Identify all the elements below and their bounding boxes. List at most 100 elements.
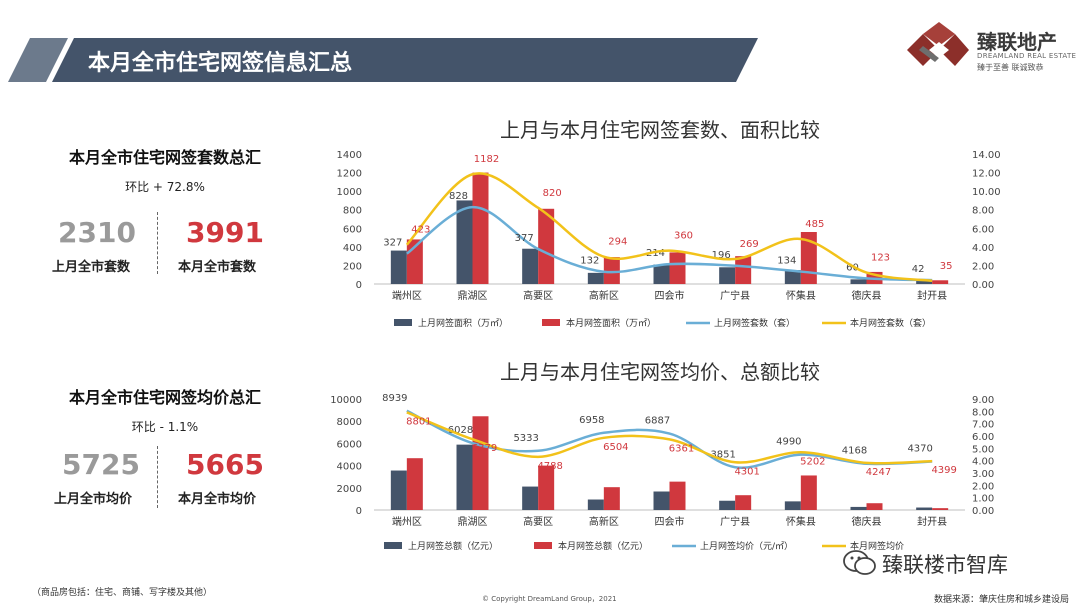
chart1-legend-swatch <box>542 319 560 326</box>
chart1-bar <box>587 272 604 284</box>
chart1-data-label: 1182 <box>474 154 499 165</box>
chart2-right-tick: 0.00 <box>972 506 994 517</box>
chart1-bar <box>456 200 473 284</box>
chart1-legend-swatch <box>394 319 412 326</box>
chart2-bar <box>850 506 867 510</box>
chart1-data-label: 377 <box>515 233 534 244</box>
chart1-bar <box>932 280 949 284</box>
chart2-right-tick: 9.00 <box>972 395 994 406</box>
chart2-category-label: 封开县 <box>917 515 947 528</box>
chart2-left-tick: 8000 <box>337 417 362 428</box>
chart2-bar <box>538 465 555 510</box>
chart1-category-label: 广宁县 <box>720 289 750 302</box>
chart2-category-label: 怀集县 <box>786 515 816 528</box>
chart2-category-label: 德庆县 <box>852 515 882 528</box>
units-panel-title: 本月全市住宅网签套数总汇 <box>68 148 261 167</box>
price-summary-panel: 本月全市住宅网签均价总汇 环比 - 1.1% 5725 上月全市均价 5665 … <box>50 384 280 524</box>
chart1-bar <box>390 250 407 284</box>
chart1-bar <box>472 172 489 284</box>
units-divider <box>157 212 158 274</box>
chart1-bar <box>653 264 670 284</box>
chart2-bar <box>587 499 604 510</box>
chart1-data-label: 828 <box>449 191 468 202</box>
prev-price-label: 上月全市均价 <box>54 492 133 507</box>
prev-units-value: 2310 <box>58 216 136 249</box>
chart2-bar <box>603 487 620 510</box>
chart1-bar <box>719 267 736 284</box>
chart2-legend-label: 本月网签总额（亿元） <box>558 540 648 552</box>
chart1-title: 上月与本月住宅网签套数、面积比较 <box>500 118 820 142</box>
header-bar-shape <box>8 38 758 82</box>
chart2-data-label: 3851 <box>710 449 735 460</box>
chart2-right-tick: 8.00 <box>972 407 994 418</box>
chart2-bar <box>653 491 670 510</box>
header-bar: 本月全市住宅网签信息汇总 <box>8 38 758 82</box>
units-summary-panel: 本月全市住宅网签套数总汇 环比 + 72.8% 2310 上月全市套数 3991… <box>50 144 280 284</box>
company-logo: 臻联地产 DREAMLAND REAL ESTATE 臻于至善 联诚致恭 <box>905 20 1076 80</box>
chart2-data-label: 8939 <box>382 393 407 404</box>
chart1-category-label: 高新区 <box>589 289 619 302</box>
chart1-bar <box>800 232 817 284</box>
chart1-category-label: 高要区 <box>523 289 553 302</box>
chart1-bar <box>538 208 555 284</box>
chart2-bar <box>719 500 736 510</box>
watermark-text: 臻联楼市智库 <box>882 553 1008 577</box>
chart1-bar <box>522 248 539 284</box>
chart2-legend-label: 上月网签均价（元/㎡） <box>700 540 793 552</box>
chart1-category-label: 端州区 <box>392 289 422 302</box>
wechat-icon <box>843 550 876 575</box>
chart1-legend-label: 本月网签面积（万㎡） <box>566 317 656 329</box>
price-panel-title: 本月全市住宅网签均价总汇 <box>68 388 261 407</box>
chart2-bar <box>456 444 473 510</box>
chart1-left-tick: 400 <box>343 243 362 254</box>
chart1-right-tick: 10.00 <box>972 187 1001 198</box>
chart1-bar <box>916 280 933 284</box>
chart1-bar <box>735 256 752 284</box>
chart2-bar <box>669 481 686 510</box>
chart1-data-label: 42 <box>912 264 925 275</box>
chart2-data-label: 4168 <box>842 446 867 457</box>
chart2-data-label: 4399 <box>931 465 956 476</box>
chart1-data-label: 269 <box>740 239 759 250</box>
chart1-left-tick: 1400 <box>337 150 362 161</box>
footer-note: （商品房包括：住宅、商铺、写字楼及其他） <box>32 588 213 598</box>
chart2-right-tick: 1.00 <box>972 494 994 505</box>
chart2-data-label: 6361 <box>669 443 694 454</box>
chart1-series-line <box>405 172 933 282</box>
chart2-right-tick: 3.00 <box>972 469 994 480</box>
chart2-left-tick: 10000 <box>330 395 362 406</box>
chart1-bar <box>603 257 620 284</box>
footer-copyright: © Copyright DreamLand Group，2021 <box>482 595 617 603</box>
chart2-left-tick: 6000 <box>337 439 362 450</box>
chart1-right-tick: 6.00 <box>972 224 994 235</box>
chart2-category-label: 端州区 <box>392 515 422 528</box>
price-ratio: 环比 - 1.1% <box>131 420 199 434</box>
chart1-data-label: 196 <box>712 250 731 261</box>
price-divider <box>157 446 158 508</box>
units-ratio: 环比 + 72.8% <box>125 180 205 194</box>
chart1-data-label: 294 <box>608 237 627 248</box>
chart2-data-label: 6379 <box>472 443 497 454</box>
chart1-data-label: 134 <box>777 256 796 267</box>
chart2-bar <box>916 507 933 510</box>
chart2-legend-swatch <box>534 542 552 549</box>
logo-name: 臻联地产 <box>977 30 1057 54</box>
chart2-data-label: 4990 <box>776 437 801 448</box>
footer-source: 数据来源：肇庆住房和城乡建设局 <box>934 595 1070 605</box>
page-title: 本月全市住宅网签信息汇总 <box>88 51 353 76</box>
chart2-series-line <box>406 411 933 465</box>
chart2-bar <box>800 475 817 510</box>
chart1-data-label: 485 <box>805 219 824 230</box>
chart2-bar <box>932 508 949 510</box>
curr-units-value: 3991 <box>186 216 264 249</box>
chart2-bar <box>522 486 539 510</box>
chart1-right-tick: 4.00 <box>972 243 994 254</box>
chart1-data-label: 60 <box>846 262 859 273</box>
chart2-right-tick: 2.00 <box>972 481 994 492</box>
prev-price-value: 5725 <box>62 448 140 481</box>
chart2-bar <box>784 501 801 510</box>
chart2-series-line <box>406 409 933 470</box>
chart1-legend-label: 上月网签面积（万㎡） <box>418 317 508 329</box>
chart2-data-label: 8801 <box>406 416 431 427</box>
curr-price-value: 5665 <box>186 448 264 481</box>
